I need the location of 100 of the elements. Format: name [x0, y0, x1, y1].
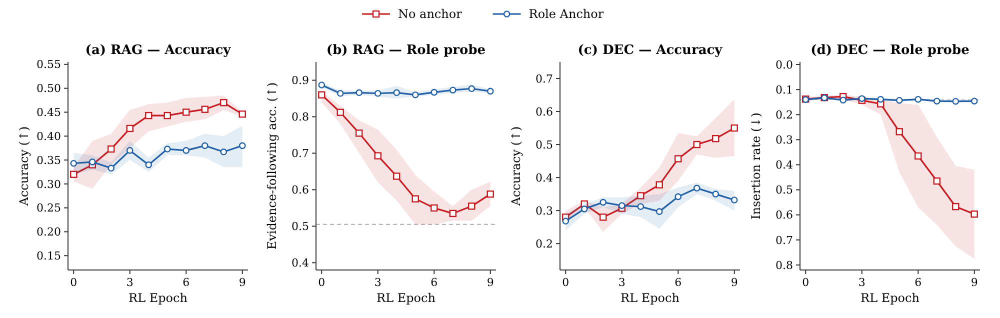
point	[88, 158, 96, 166]
point	[933, 98, 940, 104]
x-tick-label: 0	[318, 276, 326, 289]
point	[356, 130, 363, 137]
point	[693, 184, 700, 192]
y-tick-label: 0.15	[36, 250, 61, 263]
x-tick-label: 0	[562, 276, 570, 289]
y-tick-label: 0.7	[536, 72, 553, 86]
chart-title: (d) DEC — Role probe	[810, 43, 970, 58]
chart-title: (b) RAG — Role probe	[326, 43, 486, 58]
point	[70, 160, 78, 167]
x-tick-label: 0	[70, 276, 78, 289]
point	[896, 128, 903, 136]
point	[318, 91, 326, 98]
y-tick-label: 0.5	[292, 220, 309, 234]
point	[468, 85, 476, 92]
x-axis-title: RL Epoch	[860, 291, 920, 305]
point	[430, 88, 438, 96]
point	[164, 112, 171, 120]
point	[970, 98, 978, 104]
y-axis-title: Insertion rate (↓)	[749, 112, 763, 220]
chart-title: (a) RAG — Accuracy	[85, 43, 232, 58]
point	[486, 190, 494, 198]
point	[952, 98, 960, 105]
point	[580, 206, 588, 212]
point	[449, 86, 456, 94]
point	[201, 142, 208, 150]
legend-label: No anchor	[398, 7, 462, 22]
y-tick-label: 0.6	[776, 208, 793, 222]
y-tick-label: 0.4	[776, 158, 793, 172]
point	[656, 181, 663, 188]
point	[182, 147, 190, 154]
point	[656, 208, 663, 215]
y-tick-label: 0.9	[292, 74, 309, 88]
point	[637, 192, 644, 200]
point	[618, 202, 626, 210]
point	[126, 147, 134, 154]
y-tick-label: 0.6	[292, 184, 309, 197]
x-tick-label: 9	[730, 276, 738, 289]
point	[468, 202, 476, 210]
point	[562, 218, 570, 225]
point	[970, 210, 978, 218]
point	[336, 90, 344, 97]
point	[952, 203, 960, 210]
y-tick-label: 0.55	[36, 58, 61, 72]
point	[238, 142, 246, 150]
point	[356, 89, 363, 96]
point	[730, 124, 738, 132]
point	[877, 96, 884, 103]
point	[374, 90, 382, 97]
point	[145, 112, 152, 120]
y-tick-label: 0.8	[292, 110, 309, 124]
y-tick-label: 0.45	[36, 106, 61, 120]
x-tick-label: 6	[674, 276, 682, 289]
y-tick-label: 0.6	[536, 105, 553, 118]
y-tick-label: 0.40	[36, 130, 61, 143]
y-tick-label: 0.1	[776, 83, 793, 96]
point	[637, 203, 644, 210]
y-tick-label: 0.8	[776, 258, 793, 272]
y-tick-label: 0.30	[36, 178, 61, 191]
x-tick-label: 3	[374, 276, 382, 289]
y-tick-label: 0.5	[536, 138, 553, 152]
point	[318, 82, 326, 88]
x-tick-label: 9	[970, 276, 978, 289]
y-tick-label: 0.25	[36, 202, 61, 215]
point	[182, 108, 190, 116]
y-tick-label: 0.7	[292, 147, 309, 160]
x-tick-label: 6	[430, 276, 438, 289]
point	[914, 152, 922, 160]
point	[412, 195, 419, 202]
point	[393, 89, 400, 96]
point	[840, 96, 847, 104]
x-axis-title: RL Epoch	[376, 291, 436, 305]
point	[486, 88, 494, 95]
point	[712, 134, 720, 142]
x-axis-title: RL Epoch	[620, 291, 680, 305]
y-axis-title: Accuracy (↑)	[17, 126, 31, 207]
point	[70, 170, 78, 178]
point	[712, 190, 720, 198]
x-tick-label: 3	[126, 276, 134, 289]
legend-label: Role Anchor	[528, 7, 604, 22]
y-tick-label: 0.20	[36, 226, 61, 239]
point	[933, 177, 940, 185]
x-tick-label: 6	[914, 276, 922, 289]
point	[674, 155, 682, 162]
y-tick-label: 0.5	[776, 184, 793, 197]
x-tick-label: 9	[486, 276, 494, 289]
x-tick-label: 6	[182, 276, 190, 289]
x-tick-label: 0	[802, 276, 810, 289]
point	[201, 106, 208, 113]
y-axis-title: Evidence-following acc. (↑)	[265, 82, 279, 250]
point	[674, 193, 682, 200]
y-tick-label: 0.50	[36, 82, 61, 96]
point	[126, 124, 134, 132]
point	[896, 96, 903, 104]
point	[220, 99, 228, 106]
x-axis-title: RL Epoch	[128, 291, 188, 305]
point	[600, 214, 607, 221]
y-tick-label: 0.4	[536, 171, 553, 184]
y-tick-label: 0.35	[36, 154, 61, 167]
